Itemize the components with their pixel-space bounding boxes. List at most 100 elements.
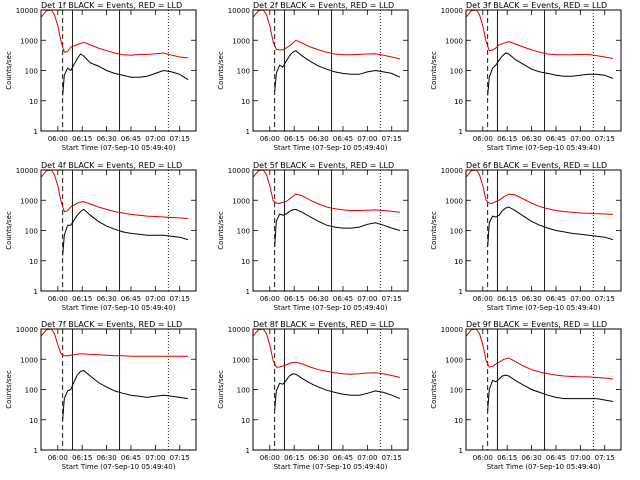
- plot-frame: [465, 9, 622, 132]
- y-tick-label: 10000: [228, 167, 250, 175]
- y-tick-label: 1000: [445, 356, 463, 364]
- chart-title: Det 2f BLACK = Events, RED = LLD: [253, 1, 394, 10]
- y-tick-label: 1000: [445, 197, 463, 205]
- x-tick-label: 07:00: [145, 454, 165, 462]
- x-tick-label: 07:00: [570, 295, 590, 303]
- x-tick-label: 07:15: [170, 454, 190, 462]
- x-axis-label: Start Time (07-Sep-10 05:49:40): [487, 304, 601, 312]
- y-tick-label: 1: [246, 447, 250, 455]
- chart-title: Det 9f BLACK = Events, RED = LLD: [466, 320, 607, 329]
- y-axis-label: Counts/sec: [217, 211, 225, 250]
- x-tick-label: 06:00: [48, 135, 68, 143]
- series-line-events: [274, 373, 401, 411]
- x-tick-label: 06:00: [48, 295, 68, 303]
- plot-frame: [252, 328, 409, 451]
- x-tick-label: 06:15: [72, 295, 92, 303]
- y-tick-label: 1: [459, 447, 463, 455]
- y-tick-label: 10000: [16, 7, 38, 15]
- x-axis-label: Start Time (07-Sep-10 05:49:40): [62, 144, 176, 152]
- y-tick-label: 100: [450, 228, 463, 236]
- series-line-lld: [253, 328, 401, 378]
- series-line-lld: [466, 169, 613, 215]
- x-tick-label: 06:45: [333, 295, 353, 303]
- x-tick-label: 06:00: [260, 295, 280, 303]
- x-tick-label: 07:15: [382, 135, 402, 143]
- plot-frame: [465, 169, 622, 292]
- x-tick-label: 07:00: [145, 135, 165, 143]
- plot-frame: [40, 169, 197, 292]
- plot-frame: [252, 9, 409, 132]
- series-line-lld: [41, 328, 188, 357]
- x-tick-label: 06:45: [121, 135, 141, 143]
- x-tick-label: 07:00: [357, 295, 377, 303]
- x-tick-label: 06:45: [546, 454, 566, 462]
- x-tick-label: 06:15: [284, 295, 304, 303]
- chart-title: Det 3f BLACK = Events, RED = LLD: [466, 1, 607, 10]
- x-tick-label: 06:45: [333, 135, 353, 143]
- series-line-events: [62, 208, 189, 256]
- chart-panel: Det 4f BLACK = Events, RED = LLD 1 10 100 10…: [5, 161, 197, 312]
- x-tick-label: 06:30: [308, 135, 328, 143]
- y-tick-label: 100: [25, 387, 38, 395]
- x-axis-label: Start Time (07-Sep-10 05:49:40): [62, 304, 176, 312]
- y-tick-label: 1000: [232, 356, 250, 364]
- y-tick-label: 10: [29, 258, 38, 266]
- x-axis-label: Start Time (07-Sep-10 05:49:40): [274, 304, 388, 312]
- x-tick-label: 06:00: [473, 135, 493, 143]
- x-tick-label: 07:15: [382, 454, 402, 462]
- y-axis-label: Counts/sec: [5, 211, 13, 250]
- x-tick-label: 06:15: [497, 135, 517, 143]
- y-tick-label: 10: [454, 417, 463, 425]
- x-tick-label: 06:30: [521, 295, 541, 303]
- x-axis-label: Start Time (07-Sep-10 05:49:40): [274, 144, 388, 152]
- plot-frame: [40, 9, 197, 132]
- y-tick-label: 100: [237, 387, 250, 395]
- y-tick-label: 10: [454, 98, 463, 106]
- chart-panel: Det 3f BLACK = Events, RED = LLD 1 10 100 10…: [430, 1, 622, 152]
- x-axis-label: Start Time (07-Sep-10 05:49:40): [274, 463, 388, 471]
- plot-frame: [40, 328, 197, 451]
- x-tick-label: 06:30: [96, 135, 116, 143]
- x-tick-label: 06:45: [546, 135, 566, 143]
- x-tick-label: 06:30: [96, 454, 116, 462]
- y-tick-label: 1000: [445, 37, 463, 45]
- x-tick-label: 07:15: [170, 295, 190, 303]
- chart-title: Det 8f BLACK = Events, RED = LLD: [253, 320, 394, 329]
- y-tick-label: 1000: [232, 197, 250, 205]
- y-tick-label: 100: [450, 68, 463, 76]
- chart-panel: Det 6f BLACK = Events, RED = LLD 1 10 100 10…: [430, 161, 622, 312]
- chart-title: Det 6f BLACK = Events, RED = LLD: [466, 161, 607, 170]
- chart-panel: Det 8f BLACK = Events, RED = LLD 1 10 100 10…: [217, 320, 409, 471]
- y-tick-label: 10000: [16, 326, 38, 334]
- series-line-lld: [41, 9, 188, 59]
- chart-panel: Det 5f BLACK = Events, RED = LLD 1 10 100 10…: [217, 161, 409, 312]
- x-tick-label: 06:30: [96, 295, 116, 303]
- x-tick-label: 06:30: [308, 454, 328, 462]
- x-tick-label: 07:15: [170, 135, 190, 143]
- x-tick-label: 07:00: [570, 454, 590, 462]
- y-tick-label: 100: [25, 228, 38, 236]
- series-line-events: [487, 52, 614, 96]
- chart-panel: Det 7f BLACK = Events, RED = LLD 1 10 100 10…: [5, 320, 197, 471]
- y-axis-label: Counts/sec: [430, 211, 438, 250]
- x-tick-label: 06:30: [308, 295, 328, 303]
- x-tick-label: 07:15: [382, 295, 402, 303]
- series-line-events: [274, 50, 401, 92]
- x-axis-label: Start Time (07-Sep-10 05:49:40): [487, 463, 601, 471]
- chart-panel: Det 2f BLACK = Events, RED = LLD 1 10 100 10…: [217, 1, 409, 152]
- y-tick-label: 100: [237, 68, 250, 76]
- y-tick-label: 1: [246, 288, 250, 296]
- chart-title: Det 1f BLACK = Events, RED = LLD: [41, 1, 182, 10]
- x-tick-label: 06:45: [333, 454, 353, 462]
- plot-frame: [252, 169, 409, 292]
- x-tick-label: 06:15: [72, 454, 92, 462]
- y-tick-label: 1000: [20, 37, 38, 45]
- x-tick-label: 06:45: [121, 295, 141, 303]
- y-axis-label: Counts/sec: [430, 51, 438, 90]
- y-tick-label: 10: [241, 98, 250, 106]
- x-tick-label: 06:15: [72, 135, 92, 143]
- y-tick-label: 1: [34, 128, 38, 136]
- series-line-lld: [253, 9, 401, 60]
- y-axis-label: Counts/sec: [217, 370, 225, 409]
